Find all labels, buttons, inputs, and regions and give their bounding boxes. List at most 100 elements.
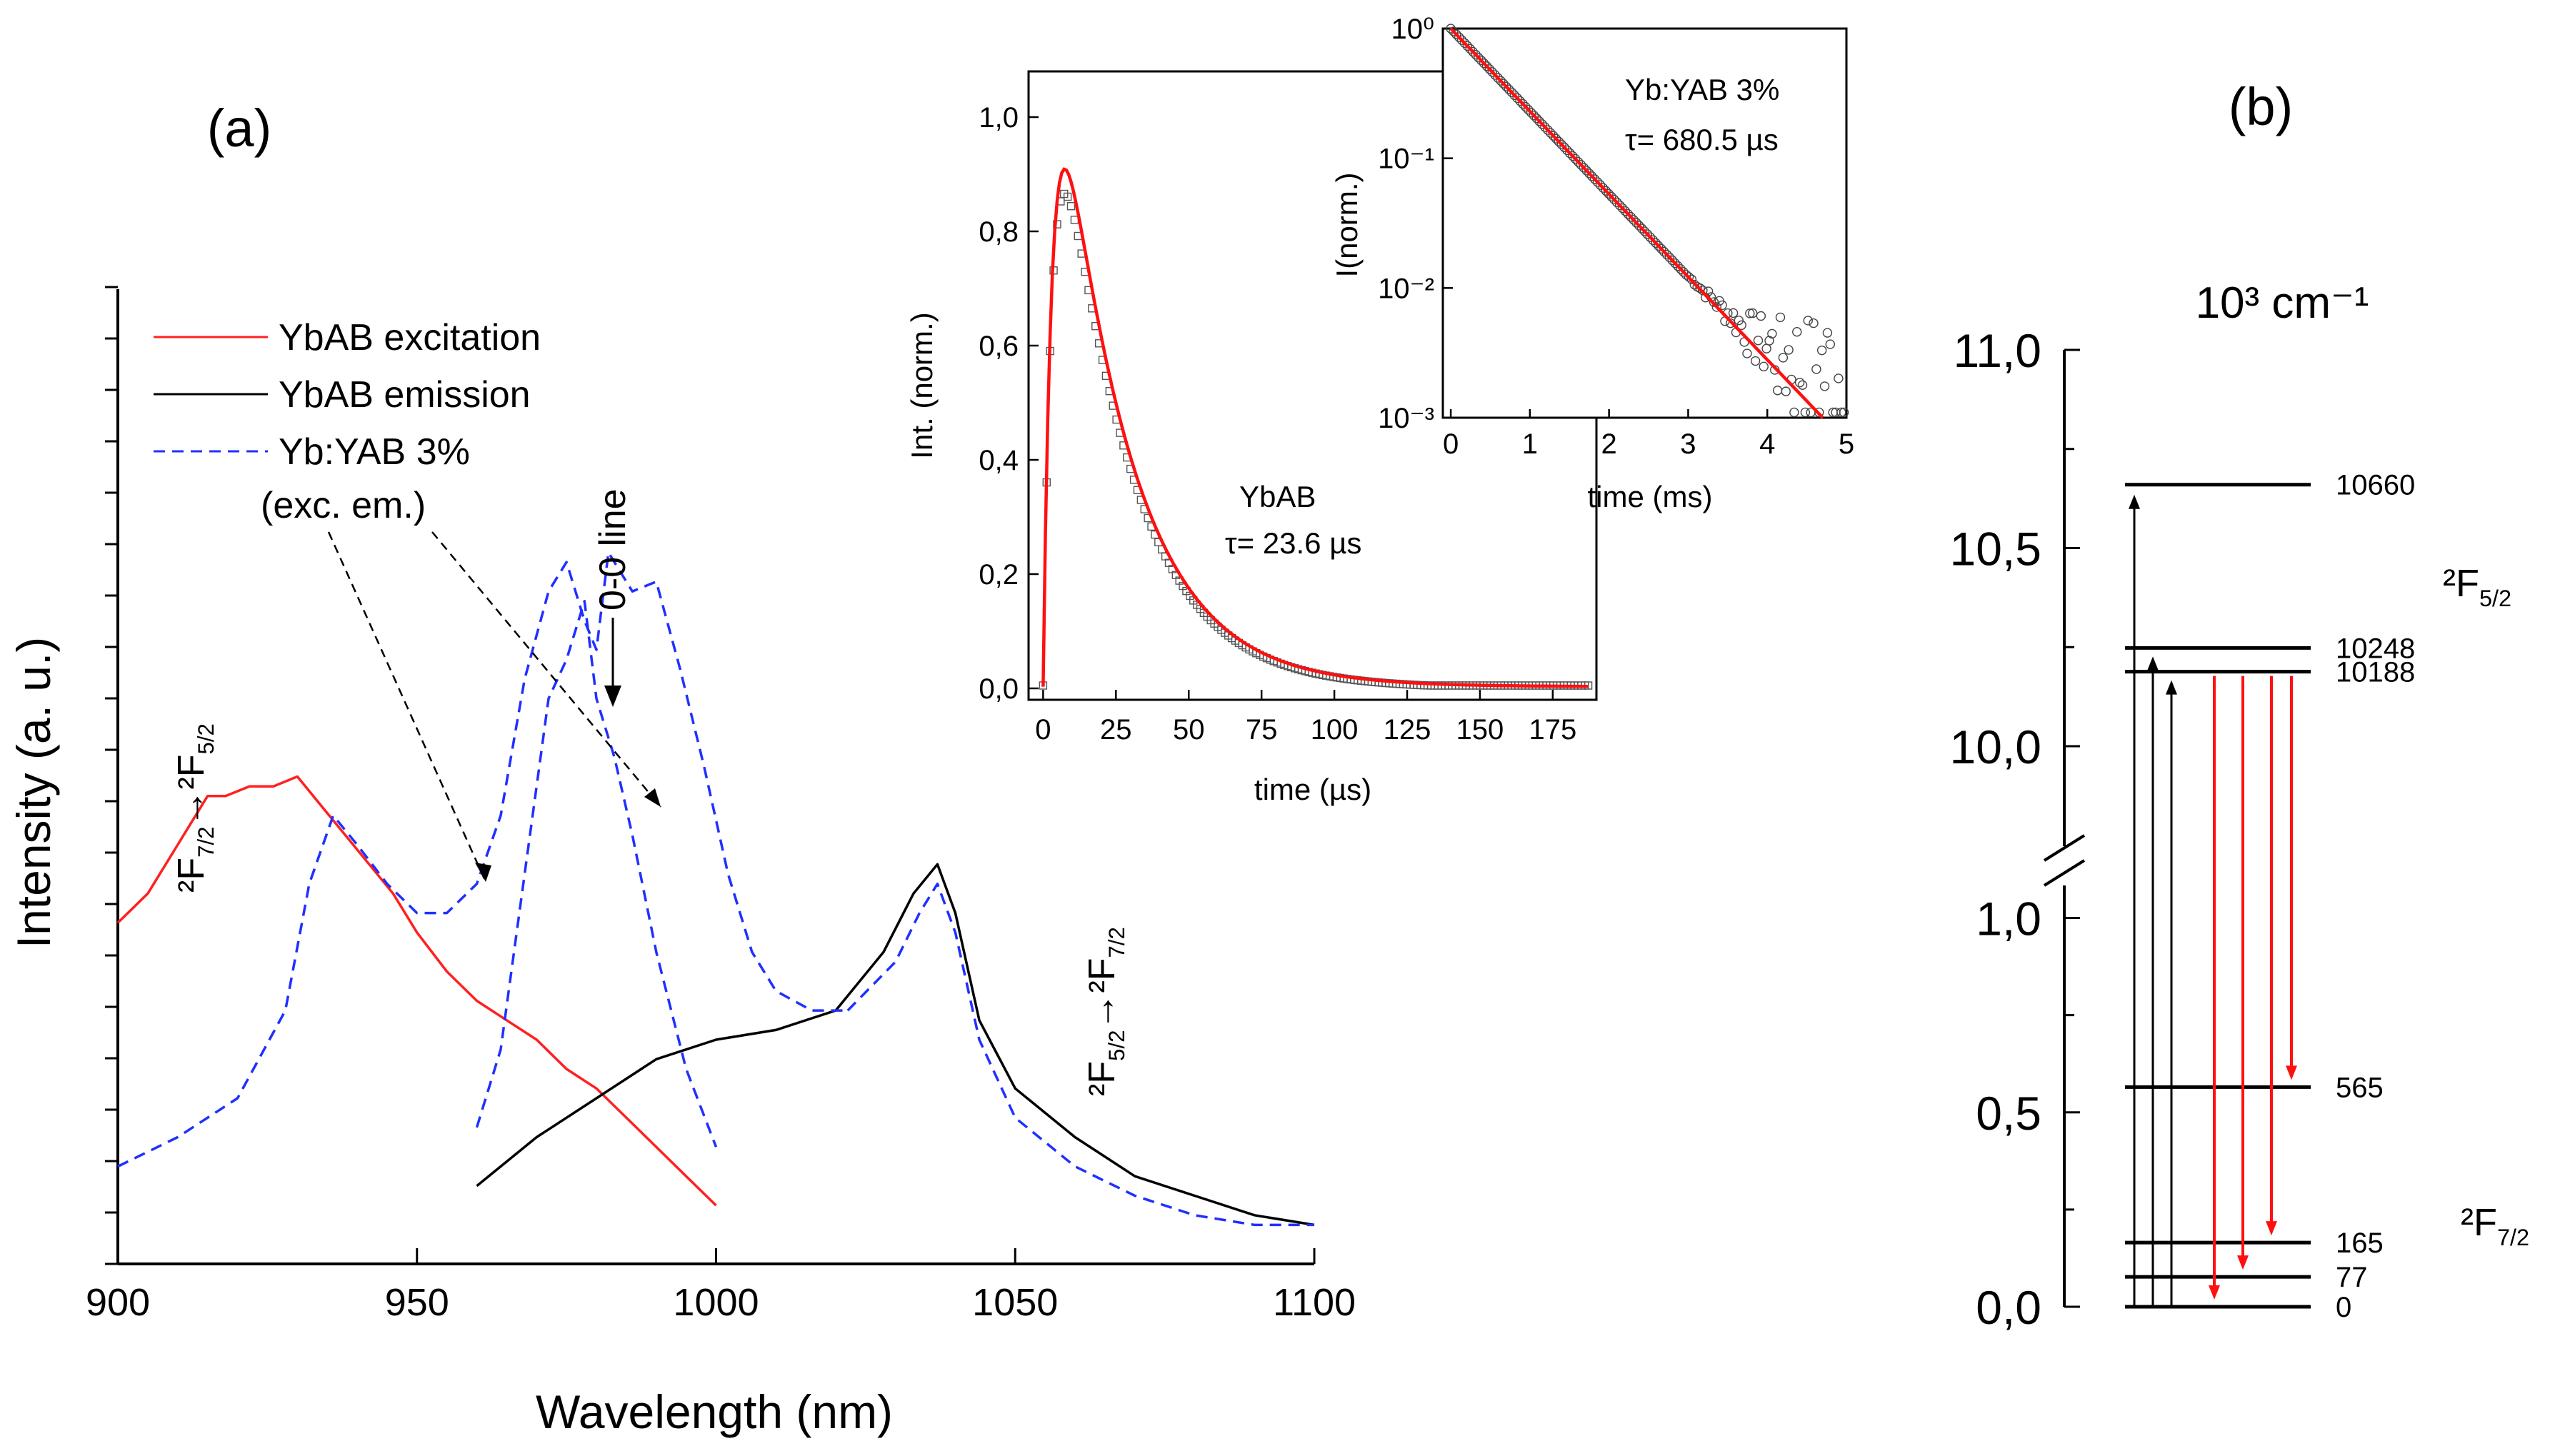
inset2-marker [1814,407,1824,418]
inset2-marker [1604,189,1614,199]
energy-tick-label: 11,0 [1953,324,2041,377]
legend-excitation: YbAB excitation [279,317,541,358]
transition-arrows [2129,494,2297,1307]
series-line-0 [116,775,717,1207]
inset2-marker [1617,203,1628,214]
inset2-marker [1609,194,1619,205]
energy-tick-label: 1,0 [1976,893,2041,945]
energy-tick-label: 10,5 [1950,523,2041,576]
transition-arrow-head [2237,1255,2249,1270]
energy-level-label: 77 [2336,1262,2368,1293]
inset2-marker [1789,407,1799,418]
inset2-marker [1636,224,1647,234]
inset2-marker [1756,311,1766,321]
inset2-marker [1451,29,1461,39]
inset2-marker [1570,154,1581,164]
inset1-x-tick-label: 0 [1035,714,1051,745]
inset2-marker [1456,35,1467,45]
inset2-marker [1562,145,1572,156]
inset2-marker [1481,61,1492,71]
inset2-marker [1484,64,1495,74]
inset1-y-tick-label: 0,0 [979,673,1019,705]
main-x-ticks: 900 950 1000 1050 1100 [86,1248,1356,1324]
main-x-tick-label: 900 [86,1281,150,1324]
inset2-marker [1626,212,1636,222]
inset2-marker [1629,215,1639,225]
main-y-ticks [105,286,118,1265]
arrow-exc [327,531,487,883]
inset2-marker [1454,32,1464,42]
inset2-y-tick-label: 10⁰ [1391,14,1434,45]
axis-break-2 [2043,859,2086,887]
inset1-annotation-tau: τ= 23.6 µs [1225,526,1361,560]
inset2-marker [1471,49,1481,60]
inset1-x-label: time (µs) [1254,773,1371,806]
inset2-marker [1742,348,1752,358]
inset2-marker [1490,70,1500,80]
inset1-y-tick-label: 0,2 [979,559,1019,591]
inset2-marker [1476,55,1486,66]
inset2-marker [1819,381,1830,391]
inset2-marker [1686,274,1697,284]
inset2-marker [1792,327,1802,337]
inset2-marker [1493,73,1503,83]
inset2-marker [1803,316,1813,326]
inset1-annotation-name: YbAB [1239,480,1316,513]
energy-level-label: 10248 [2336,633,2415,664]
inset2-y-ticks: 10⁰ 10⁻¹ 10⁻² 10⁻³ [1378,14,1453,434]
main-x-tick-label: 1100 [1273,1281,1356,1324]
inset2-marker [1822,328,1833,338]
inset2-marker [1504,84,1514,94]
inset2-marker [1581,166,1591,176]
inset2-marker [1734,315,1744,326]
inset2-y-tick-label: 10⁻³ [1378,403,1434,434]
inset2-marker [1620,206,1631,216]
inset2-marker [1567,151,1578,161]
inset2-marker [1584,169,1594,179]
legend-emission: YbAB emission [279,374,531,416]
main-x-tick-label: 1050 [972,1281,1058,1324]
series-line-1 [476,863,1315,1227]
inset1-x-tick-label: 125 [1384,714,1431,745]
series-line-2 [117,551,848,1168]
inset2-marker [1595,180,1606,190]
inset2-marker [1573,156,1584,167]
inset2-marker [1745,308,1755,318]
inset2-marker [1750,356,1761,366]
energy-level-label: 10188 [2336,657,2415,688]
inset2-y-tick-label: 10⁻² [1378,273,1434,304]
inset2-marker [1670,258,1680,268]
inset2-marker [1673,261,1683,271]
inset2-marker [1667,255,1677,266]
inset2-marker [1759,361,1769,372]
inset2-marker [1543,125,1553,135]
inset2-marker [1654,241,1664,251]
inset2-marker [1548,131,1559,141]
series-line-4 [846,882,1314,1227]
inset1-x-tick-label: 50 [1173,714,1205,745]
inset2-marker [1509,90,1519,101]
inset2-marker [1501,81,1511,91]
energy-ticks: 11,0 10,5 10,0 1,0 0,5 0,0 [1950,324,2080,1334]
inset1-fit-line [1041,167,1589,688]
inset2-marker [1775,312,1786,323]
inset2-marker [1797,380,1808,390]
inset1-marker [1063,192,1072,201]
main-y-label: Intensity (a. u.) [7,637,60,949]
main-legend: YbAB excitation YbAB emission Yb:YAB 3% … [154,317,541,526]
inset1-x-tick-label: 75 [1246,714,1278,745]
transition-arrow-head [2286,1065,2297,1080]
inset2-marker [1834,373,1844,383]
inset2-marker [1839,407,1849,418]
inset2-marker [1651,238,1661,248]
inset2-marker [1648,235,1658,245]
inset2-marker [1661,249,1672,260]
inset2-marker [1556,139,1566,150]
inset2-marker [1554,136,1564,146]
legend-exc-em: (exc. em.) [261,485,426,526]
inset2-marker [1531,114,1541,124]
zero-line-label: 0-0 line [592,488,634,611]
energy-tick-label: 0,0 [1976,1281,2041,1334]
inset2-x-tick-label: 0 [1443,428,1459,460]
